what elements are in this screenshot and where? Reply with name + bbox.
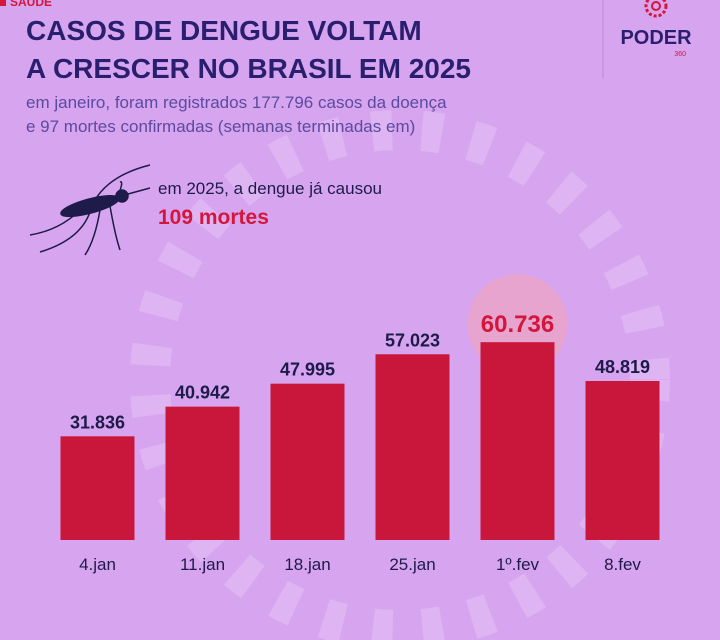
brand-sub: 360 [674,51,686,58]
bar [270,383,345,540]
title-line: CASOS DE DENGUE VOLTAM [26,15,422,46]
brand-icon [644,0,668,18]
annotation-highlight: 109 mortes [158,206,269,229]
value-label: 57.023 [385,330,440,350]
title-line: A CRESCER NO BRASIL EM 2025 [26,53,471,84]
bar [60,436,135,540]
bar [375,354,450,540]
bar [585,380,660,540]
brand: PODER [620,27,692,49]
subtitle-line: e 97 mortes confirmadas (semanas termina… [26,117,415,136]
section-mark [0,0,6,6]
x-tick-label: 8.fev [604,555,641,574]
x-tick-label: 4.jan [79,555,116,574]
annotation: em 2025, a dengue já causou [158,179,382,198]
x-tick-label: 18.jan [284,555,330,574]
x-tick-label: 25.jan [389,555,435,574]
section: SAÚDE [10,0,52,9]
value-label: 47.995 [280,360,335,380]
bar [480,342,555,540]
mosquito [29,164,151,256]
x-tick-label: 1º.fev [496,555,540,574]
value-label: 60.736 [481,311,554,338]
bar [165,406,240,540]
subtitle-line: em janeiro, foram registrados 177.796 ca… [26,93,447,112]
x-tick-label: 11.jan [180,555,225,574]
value-label: 48.819 [595,357,650,377]
value-label: 31.836 [70,412,125,432]
decor-rays [130,110,670,640]
value-label: 40.942 [175,383,230,403]
